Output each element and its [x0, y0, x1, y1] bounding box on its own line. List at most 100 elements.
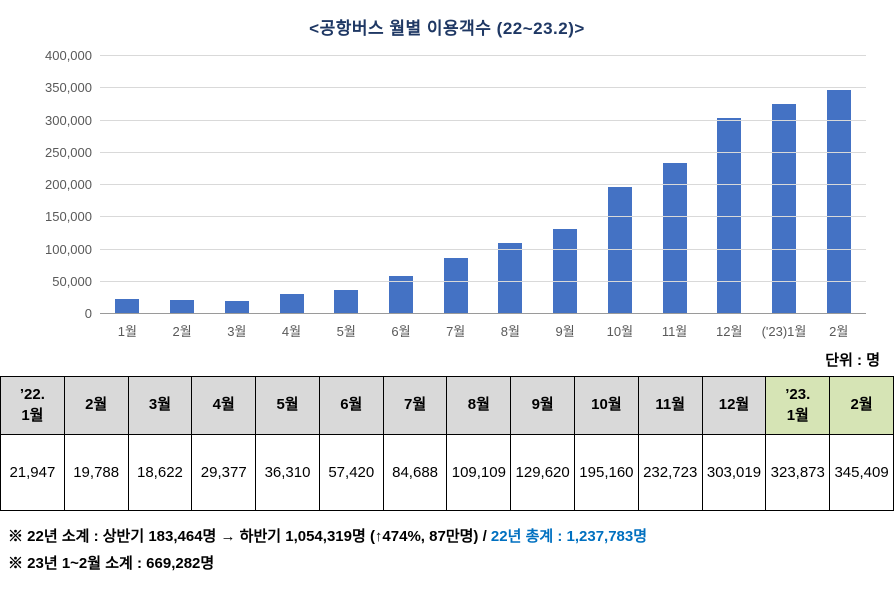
table-header-cell: 5월 [255, 376, 320, 435]
y-axis-label: 100,000 [45, 241, 92, 257]
y-axis-label: 400,000 [45, 48, 92, 63]
table-header-cell: 12월 [701, 376, 767, 435]
x-axis-label: 7월 [446, 324, 466, 339]
bar-slot [483, 55, 538, 313]
table-value-cell: 109,109 [446, 434, 512, 511]
table-header-cell: 6월 [318, 376, 384, 435]
gridline [100, 151, 866, 153]
bar [607, 187, 632, 313]
table-header-cell: 3월 [127, 376, 193, 435]
x-axis-label: 2월 [172, 324, 192, 339]
table-value-cell: 323,873 [765, 434, 831, 511]
footnotes: ※ 22년 소계 : 상반기 183,464명 → 하반기 1,054,319명… [0, 523, 894, 577]
x-axis-label: 1월 [117, 324, 137, 339]
bar-slot [374, 55, 429, 313]
table-value-cell: 36,310 [255, 434, 320, 511]
bar [771, 104, 796, 313]
y-axis-label: 350,000 [45, 80, 92, 96]
gridline [100, 87, 866, 89]
table-header-cell: 8월 [446, 376, 512, 435]
bar-slot [100, 55, 155, 313]
footnote-line-2: ※ 23년 1~2월 소계 : 669,282명 [8, 555, 215, 572]
y-axis-label: 50,000 [52, 273, 92, 289]
bar-chart: 0 50,000 100,000 150,000 200,000 250,000 300,0… [0, 39, 894, 347]
table-header-cell: 2월 [829, 376, 894, 435]
bar-slot [757, 55, 812, 313]
gridline [100, 216, 866, 218]
unit-label: 단위 : 명 [825, 352, 880, 369]
x-axis-label: 9월 [555, 324, 575, 339]
table-header-cell: ’23. 1월 [765, 376, 831, 435]
gridline [100, 184, 866, 185]
bar-slot [811, 55, 866, 313]
bar-slot [538, 55, 593, 313]
x-axis-label: 10월 [606, 324, 634, 339]
table-value-cell: 19,788 [63, 434, 129, 511]
gridline [100, 280, 866, 282]
bar-slot [155, 55, 210, 313]
x-axis-label: 5월 [336, 324, 356, 339]
table-header-cell: 9월 [510, 376, 576, 435]
table-header-cell: 10월 [574, 376, 639, 435]
bar-slot [702, 55, 757, 313]
bar [388, 275, 413, 313]
footnote-1-total: 22년 총계 : 1,237,783명 [490, 528, 648, 545]
x-axis-label: 12월 [716, 324, 743, 339]
table-header-cell: 4월 [191, 376, 257, 435]
x-axis-label: 6월 [391, 324, 411, 339]
bar [717, 117, 742, 313]
y-axis-label: 250,000 [45, 144, 92, 160]
table-header-cell: ’22. 1월 [0, 376, 65, 435]
table-value-cell: 84,688 [382, 434, 448, 511]
table-value-cell: 18,622 [127, 434, 193, 511]
table-value-cell: 345,409 [829, 434, 894, 511]
y-axis-label: 200,000 [45, 177, 92, 192]
x-axis-label: 11월 [661, 324, 688, 339]
bar [170, 300, 195, 313]
bars-container [100, 55, 866, 313]
bar-slot [647, 55, 702, 313]
x-axis-label: 8월 [500, 324, 520, 339]
bar [662, 162, 687, 313]
gridline [100, 119, 866, 121]
bar-slot [428, 55, 483, 313]
bar [334, 289, 359, 313]
footnote-line-1: ※ 22년 소계 : 상반기 183,464명 → 하반기 1,054,319명… [8, 523, 894, 550]
bar-slot [592, 55, 647, 313]
x-axis-label: 3월 [227, 324, 247, 339]
table-header-cell: 7월 [382, 376, 448, 435]
table-value-cell: 232,723 [637, 434, 703, 511]
bar-slot [209, 55, 264, 313]
bar [443, 258, 468, 313]
table-value-cell: 129,620 [510, 434, 576, 511]
table-header-cell: 11월 [637, 376, 703, 435]
bar [826, 90, 851, 313]
table-header-cell: 2월 [63, 376, 129, 435]
gridline [100, 55, 866, 56]
x-axis: 1월 2월 3월 4월 5월 6월 7월 8월 9월 10월 11월 12월 ('23)1월 2월 [100, 321, 866, 340]
y-axis-label: 0 [84, 306, 92, 321]
chart-title: <공항버스 월별 이용객수 (22~23.2)> [309, 19, 585, 38]
data-table: ’22. 1월 2월 3월 4월 5월 6월 7월 8월 9월 10월 11월 12월 ’23. 1월 2월 2… [0, 376, 894, 511]
x-axis-label: 4월 [281, 324, 302, 339]
plot-area [100, 55, 866, 314]
y-axis-label: 150,000 [45, 209, 92, 225]
y-axis-label: 300,000 [45, 112, 92, 128]
bar [498, 242, 523, 313]
table-value-cell: 57,420 [318, 434, 384, 511]
bar [553, 229, 578, 313]
bar-slot [264, 55, 319, 313]
x-axis-label: ('23)1월 [761, 324, 807, 339]
gridline [100, 313, 866, 314]
bar [224, 301, 249, 313]
x-axis-label: 2월 [829, 324, 849, 339]
y-axis: 0 50,000 100,000 150,000 200,000 250,000 300,0… [0, 39, 92, 339]
table-value-cell: 195,160 [574, 434, 639, 511]
table-value-cell: 29,377 [191, 434, 257, 511]
bar [279, 294, 304, 313]
bar [115, 298, 140, 313]
table-value-cell: 21,947 [0, 434, 65, 511]
gridline [100, 248, 866, 250]
footnote-1-text: ※ 22년 소계 : 상반기 183,464명 → 하반기 1,054,319명… [8, 528, 491, 545]
